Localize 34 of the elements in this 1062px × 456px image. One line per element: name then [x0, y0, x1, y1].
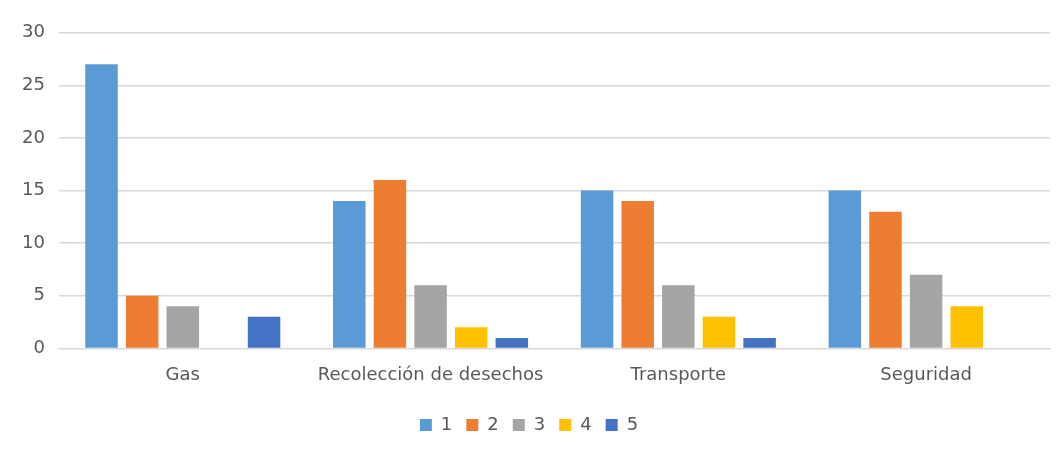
y-tick-label: 25 [22, 73, 45, 95]
bar [414, 285, 447, 348]
bar [373, 180, 407, 348]
bar [662, 285, 695, 348]
bar [743, 337, 776, 348]
bar [580, 190, 614, 348]
y-tick-label: 10 [22, 230, 45, 252]
y-tick-label: 30 [22, 20, 45, 42]
bar [247, 316, 281, 348]
x-tick-label: Recolección de desechos [317, 362, 544, 384]
bar [166, 306, 200, 348]
bar [702, 316, 736, 348]
bar [85, 64, 118, 348]
x-tick-label: Transporte [629, 362, 727, 384]
legend-label: 1 [440, 412, 453, 434]
x-tick-label: Seguridad [880, 362, 972, 384]
legend-label: 5 [626, 412, 639, 434]
legend-label: 3 [533, 412, 546, 434]
y-tick-label: 0 [33, 336, 45, 358]
legend-label: 4 [580, 412, 592, 434]
y-tick-label: 20 [22, 125, 45, 147]
bar [909, 274, 943, 348]
bar [454, 327, 488, 348]
bar [828, 190, 862, 348]
y-tick-label: 15 [22, 178, 45, 200]
bar [869, 211, 902, 348]
x-tick-label: Gas [165, 362, 200, 384]
bar [621, 201, 654, 348]
bar [125, 295, 159, 348]
y-tick-label: 5 [33, 283, 45, 305]
bar [950, 306, 983, 348]
bar [495, 337, 529, 348]
legend-label: 2 [487, 412, 499, 434]
bar [333, 201, 366, 348]
